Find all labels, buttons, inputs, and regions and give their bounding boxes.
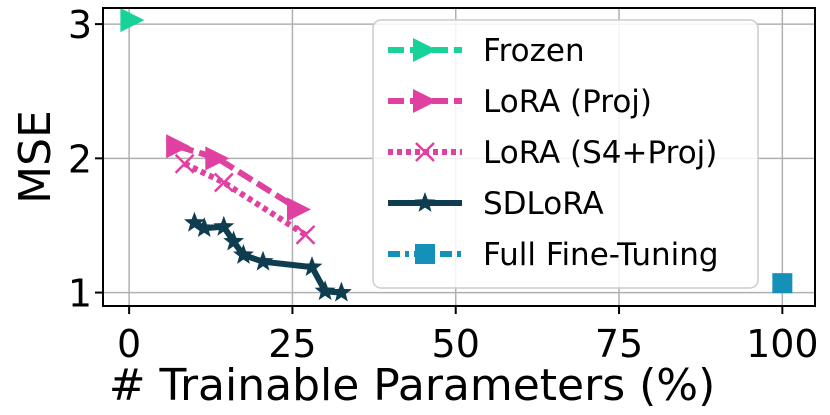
- series-2: [174, 153, 316, 245]
- x-tick-label: 25: [268, 322, 316, 366]
- series-1: [166, 134, 311, 222]
- legend-marker: [415, 142, 435, 162]
- data-point: [184, 211, 205, 232]
- y-tick-label: 1: [68, 272, 92, 316]
- data-point: [314, 280, 336, 301]
- legend-entry: Full Fine-Tuning: [388, 237, 719, 273]
- x-tick-label: 100: [746, 322, 819, 366]
- legend: Frozen LoRA (Proj) LoRA (S4+Proj) SDLoRA Ful…: [372, 19, 759, 289]
- data-point: [174, 153, 195, 174]
- data-point: [213, 215, 235, 236]
- legend-marker: [415, 244, 435, 264]
- series-3: [184, 211, 352, 302]
- x-axis-label: # Trainable Parameters (%): [109, 360, 716, 411]
- legend-entry: LoRA (S4+Proj): [388, 135, 717, 171]
- data-point: [223, 230, 245, 251]
- data-point: [331, 281, 352, 302]
- data-point: [772, 273, 793, 294]
- data-point: [301, 256, 323, 276]
- data-point: [120, 8, 145, 33]
- x-tick-label: 75: [595, 322, 643, 366]
- y-axis-label: MSE: [10, 110, 61, 204]
- series-4: [772, 273, 793, 294]
- data-point: [286, 197, 311, 222]
- series-0: [120, 8, 145, 33]
- legend-marker: [414, 192, 436, 212]
- data-point: [193, 217, 215, 237]
- series-line: [192, 220, 342, 296]
- legend-entry: SDLoRA: [388, 186, 604, 222]
- axis-ticks: 0 25 50 75 100 1 2 3: [68, 3, 819, 366]
- x-tick-label: 50: [432, 322, 480, 366]
- y-tick-label: 3: [68, 3, 92, 47]
- series-line: [183, 160, 308, 238]
- legend-label: LoRA (S4+Proj): [483, 135, 717, 171]
- legend-label: SDLoRA: [483, 186, 604, 222]
- legend-label: Full Fine-Tuning: [483, 237, 719, 273]
- legend-box: [372, 19, 759, 289]
- legend-entry: Frozen: [388, 33, 585, 69]
- legend-marker: [413, 89, 437, 113]
- data-point: [233, 244, 254, 264]
- data-point: [213, 172, 234, 193]
- series-line: [177, 143, 301, 212]
- y-tick-label: 2: [68, 137, 92, 181]
- legend-entry: LoRA (Proj): [388, 84, 652, 120]
- x-tick-label: 0: [117, 322, 141, 366]
- plot-frame: [102, 7, 816, 307]
- data-point: [295, 224, 316, 245]
- legend-label: LoRA (Proj): [483, 84, 652, 120]
- data-point: [205, 146, 230, 171]
- legend-label: Frozen: [483, 33, 585, 69]
- data-point: [252, 250, 274, 271]
- series-layer: [120, 8, 793, 302]
- legend-marker: [413, 38, 437, 62]
- data-point: [166, 134, 191, 159]
